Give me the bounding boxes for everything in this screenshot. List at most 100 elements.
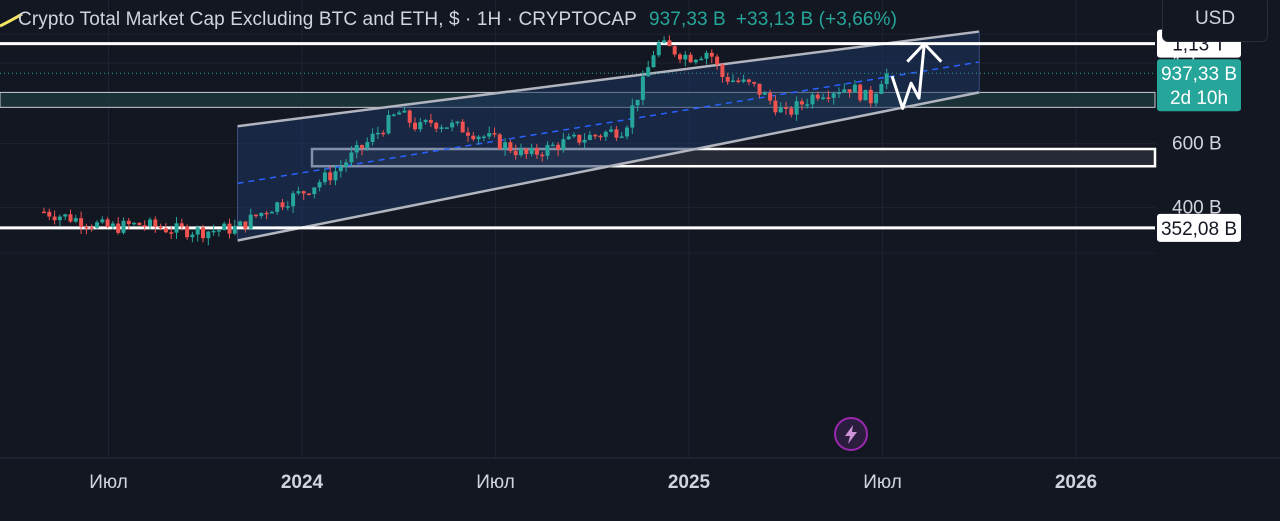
candle-body [566,136,571,140]
candle-body [211,230,216,233]
candle-body [821,97,826,99]
candle-body [497,134,502,149]
candle-body [434,122,439,129]
candle-body [852,84,857,93]
lightning-icon[interactable] [834,417,868,451]
candle-body [837,92,841,94]
candle-body [73,218,78,222]
indicator-line [0,12,23,28]
candle-body [338,166,343,172]
candle-body [529,148,534,155]
time-tick-label: Июл [476,472,515,493]
candle-body [110,223,115,227]
candle-body [142,225,147,227]
candle-body [63,214,68,217]
candle-body [831,93,836,98]
candle-body [598,135,603,138]
candle-body [651,55,656,68]
candle-body [328,172,333,181]
candle-body [826,97,831,99]
currency-button[interactable]: USD [1162,0,1268,42]
candle-body [884,73,889,85]
candle-body [741,79,746,82]
candle-body [858,84,863,101]
candle-body [492,133,497,135]
chart-title-bar: Crypto Total Market Cap Excluding BTC an… [18,9,897,31]
candle-body [163,228,168,233]
candle-body [688,54,693,63]
candle-body [333,171,338,181]
candle-body [307,193,311,196]
candle-body [280,202,285,208]
candle-body [582,139,587,143]
candle-body [550,144,555,147]
candle-body [868,89,873,104]
candle-body [540,154,545,157]
candle-body [640,76,645,100]
time-tick-label: 2025 [668,472,711,493]
candle-body [185,226,190,238]
candle-body [789,108,794,115]
candle-body [810,94,815,105]
candle-body [815,94,820,99]
candle-body [386,115,391,134]
candle-body [158,226,163,229]
candle-body [534,148,539,155]
candle-body [672,46,677,55]
candle-body [444,127,449,129]
candle-body [805,104,810,106]
candle-body [169,232,174,234]
candle-body [481,136,486,139]
candle-body [89,227,94,229]
time-tick-label: Июл [863,472,902,493]
candle-body [476,136,481,140]
candle-body [100,219,105,223]
candle-body [381,132,386,135]
candle-body [773,100,778,113]
candle-body [79,218,84,227]
projection-arrow [890,42,943,110]
candle-body [365,142,370,149]
projection-arrowhead [906,42,943,63]
candle-body [667,40,672,47]
candle-body [768,92,773,101]
candle-body [439,127,444,129]
candle-body [174,223,179,233]
candle-body [153,219,158,227]
candle-body [264,212,269,215]
candle-body [47,211,52,217]
candle-body [407,110,412,123]
candle-body [222,223,227,231]
candle-body [418,122,423,130]
candle-body [572,134,576,137]
candle-body [778,107,783,113]
candle-body [349,152,354,163]
candle-body [402,110,407,113]
candle-body [216,230,221,232]
candle-body [487,133,492,137]
regression-channel [237,30,980,242]
time-tick-label: 2024 [281,472,324,493]
candle-body [630,105,635,128]
candle-body [784,107,788,109]
channel-midline [237,61,980,185]
candle-body [95,222,99,228]
symbol-title[interactable]: Crypto Total Market Cap Excluding BTC an… [18,9,637,30]
candle-body [704,52,709,59]
candle-body [577,134,582,143]
candle-body [413,122,417,130]
candle-body [662,40,667,43]
time-tick-label: 2026 [1055,472,1097,493]
candle-series [42,35,889,246]
candle-body [423,120,428,123]
price-tick-label: 600 B [1172,134,1222,155]
candle-body [238,221,243,226]
candle-body [614,129,619,138]
support-price-tag-bg [1157,213,1241,242]
candle-body [699,58,704,61]
candle-body [312,187,317,195]
candle-body [720,64,725,78]
candle-body [561,139,566,150]
last-price-tag-value: 937,33 B [1161,64,1237,85]
